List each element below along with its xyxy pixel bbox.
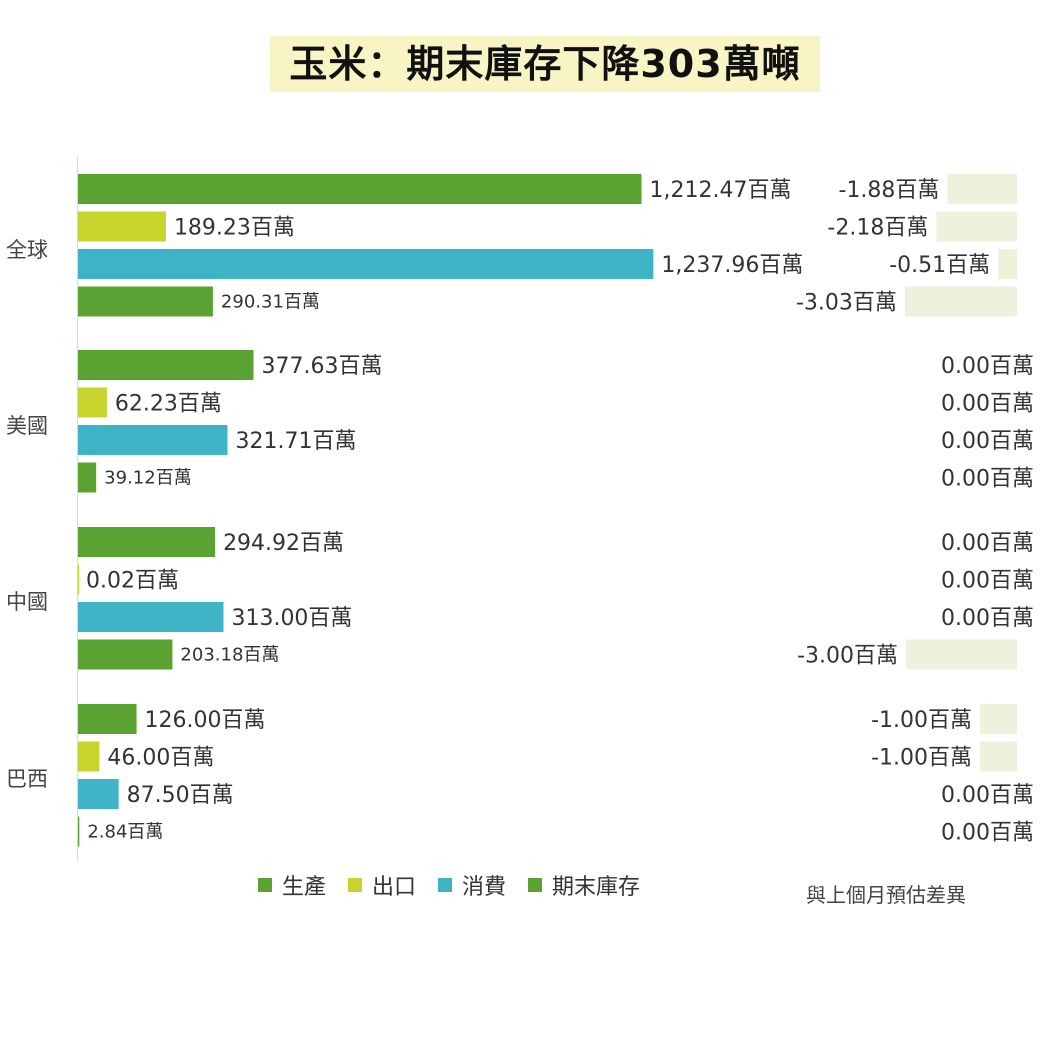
bar-label-consumption-1: 321.71百萬: [236, 429, 357, 454]
diff-box-ending-stock-0: [904, 286, 1017, 317]
bar-consumption-1: [78, 425, 228, 455]
bar-label-production-0: 1,212.47百萬: [650, 178, 792, 203]
bar-label-production-1: 377.63百萬: [262, 354, 383, 379]
legend-label-consumption: 消費: [462, 875, 507, 900]
bar-label-ending-stock-0: 290.31百萬: [221, 292, 320, 313]
legend-label-export: 出口: [372, 875, 417, 900]
diff-label-production-1: 0.00百萬: [941, 354, 1034, 379]
diff-box-production-0: [947, 174, 1017, 204]
bar-label-export-1: 62.23百萬: [115, 392, 222, 417]
bar-production-0: [78, 174, 642, 204]
bar-plot: 1,212.47百萬 -1.88百萬 189.23百萬 -2.18百萬 1,237.96…: [78, 174, 1034, 847]
diff-box-consumption-0: [998, 249, 1017, 279]
diff-label-ending-stock-1: 0.00百萬: [941, 467, 1034, 492]
legend-label-production: 生產: [282, 875, 327, 900]
diff-label-export-1: 0.00百萬: [941, 392, 1034, 417]
diff-label-production-3: -1.00百萬: [871, 708, 972, 733]
diff-box-ending-stock-2: [906, 639, 1017, 670]
diff-box-export-0: [936, 211, 1017, 242]
diff-label-consumption-1: 0.00百萬: [941, 429, 1034, 454]
legend-item-ending-stock: 期末庫存: [528, 869, 640, 901]
bar-label-export-2: 0.02百萬: [86, 569, 179, 594]
bar-production-3: [78, 704, 137, 734]
diff-label-consumption-3: 0.00百萬: [941, 783, 1034, 808]
category-label-china: 中國: [6, 590, 48, 614]
bar-label-consumption-3: 87.50百萬: [127, 783, 234, 808]
bar-label-consumption-0: 1,237.96百萬: [661, 253, 803, 278]
legend-item-consumption: 消費: [438, 869, 506, 901]
bar-consumption-3: [78, 779, 119, 809]
diff-label-production-0: -1.88百萬: [839, 178, 940, 203]
bar-export-2: [78, 564, 80, 595]
bar-ending-stock-1: [78, 462, 97, 493]
bar-export-3: [78, 741, 100, 772]
legend-label-ending-stock: 期末庫存: [552, 875, 641, 900]
legend-swatch-consumption: [438, 878, 453, 892]
diff-label-production-2: 0.00百萬: [941, 531, 1034, 556]
bar-production-1: [78, 350, 254, 380]
bar-ending-stock-3: [78, 816, 80, 847]
bar-consumption-0: [78, 249, 654, 279]
category-label-usa: 美國: [6, 414, 48, 438]
category-label-brazil: 巴西: [6, 767, 48, 791]
diff-label-export-3: -1.00百萬: [871, 746, 972, 771]
bar-label-production-3: 126.00百萬: [145, 708, 266, 733]
diff-box-export-3: [980, 741, 1017, 772]
bar-label-ending-stock-3: 2.84百萬: [87, 822, 163, 843]
legend-swatch-export: [348, 878, 363, 892]
bar-label-ending-stock-2: 203.18百萬: [180, 645, 279, 666]
diff-label-export-2: 0.00百萬: [941, 569, 1034, 594]
diff-label-ending-stock-0: -3.03百萬: [796, 291, 897, 316]
category-axis-line: [77, 156, 78, 862]
category-label-global: 全球: [6, 238, 48, 262]
bar-consumption-2: [78, 602, 224, 632]
diff-label-export-0: -2.18百萬: [827, 216, 928, 241]
diff-label-ending-stock-2: -3.00百萬: [797, 644, 898, 669]
legend-item-export: 出口: [348, 869, 416, 901]
chart-title: 玉米：期末庫存下降303萬噸: [270, 36, 820, 92]
bar-production-2: [78, 527, 216, 557]
legend-swatch-production: [258, 878, 272, 892]
bar-label-export-0: 189.23百萬: [174, 216, 295, 241]
bar-ending-stock-2: [78, 639, 173, 670]
legend-swatch-ending-stock: [528, 878, 543, 892]
bar-label-consumption-2: 313.00百萬: [231, 606, 352, 631]
bar-ending-stock-0: [78, 286, 213, 317]
bar-export-0: [78, 211, 166, 242]
diff-note-label: 與上個月預估差異: [806, 883, 966, 907]
diff-box-production-3: [980, 704, 1017, 734]
bar-label-ending-stock-1: 39.12百萬: [104, 468, 192, 489]
bar-label-production-2: 294.92百萬: [223, 531, 344, 556]
bar-label-export-3: 46.00百萬: [107, 746, 214, 771]
diff-label-consumption-2: 0.00百萬: [941, 606, 1034, 631]
diff-label-ending-stock-3: 0.00百萬: [941, 821, 1034, 846]
legend-item-production: 生產: [258, 869, 326, 901]
legend: 生產 出口 消費 期末庫存: [258, 870, 640, 900]
diff-label-consumption-0: -0.51百萬: [889, 253, 990, 278]
bar-export-1: [78, 387, 107, 418]
